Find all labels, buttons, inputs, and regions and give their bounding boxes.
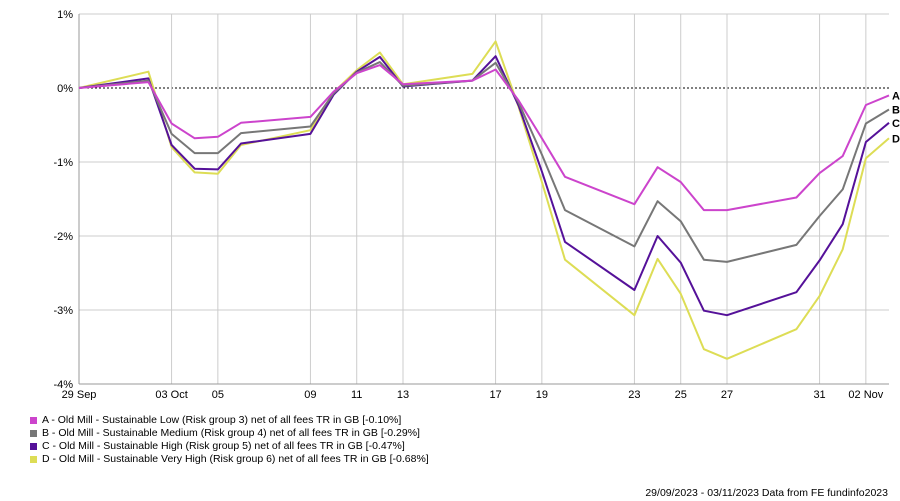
y-tick-label: -4% (53, 379, 73, 391)
series-line-a (78, 64, 890, 212)
series-lines (78, 40, 890, 360)
x-tick-label: 25 (675, 389, 687, 400)
series-end-label-d: D (892, 133, 900, 145)
y-tick-label: 1% (57, 9, 73, 21)
legend-item-a: A - Old Mill - Sustainable Low (Risk gro… (30, 414, 429, 426)
x-tick-label: 19 (536, 389, 548, 400)
legend-label-d: D - Old Mill - Sustainable Very High (Ri… (42, 453, 429, 465)
series-line-d (78, 40, 890, 360)
series-end-label-a: A (892, 90, 900, 102)
series-line-c (78, 55, 890, 317)
x-tick-label: 29 Sep (62, 389, 97, 400)
series-end-label-b: B (892, 104, 900, 116)
legend: A - Old Mill - Sustainable Low (Risk gro… (30, 414, 429, 466)
x-tick-label: 05 (212, 389, 224, 400)
y-tick-label: -3% (53, 305, 73, 317)
x-tick-label: 11 (351, 389, 362, 400)
x-tick-label: 13 (397, 389, 409, 400)
x-tick-label: 17 (489, 389, 501, 400)
y-tick-label: -2% (53, 231, 73, 243)
legend-label-c: C - Old Mill - Sustainable High (Risk gr… (42, 440, 405, 452)
y-tick-label: -1% (53, 157, 73, 169)
axes (78, 14, 889, 385)
legend-item-d: D - Old Mill - Sustainable Very High (Ri… (30, 453, 429, 465)
series-end-label-c: C (892, 118, 900, 130)
y-tick-label: 0% (57, 83, 73, 95)
series-line-b (78, 61, 890, 263)
tick-labels: 1% 0% -1% -2% -3% -4%29 Sep 03 Oct 05 09 11 13 17 19… (53, 9, 900, 400)
x-tick-label: 03 Oct (155, 389, 187, 400)
legend-swatch-b (30, 429, 37, 437)
legend-item-c: C - Old Mill - Sustainable High (Risk gr… (30, 440, 429, 452)
legend-swatch-a (30, 416, 37, 424)
legend-swatch-c (30, 442, 37, 450)
x-tick-label: 31 (813, 389, 825, 400)
x-tick-label: 27 (721, 389, 733, 400)
source-footer: 29/09/2023 - 03/11/2023 Data from FE fun… (645, 487, 888, 499)
legend-swatch-d (30, 455, 37, 463)
line-chart: 1% 0% -1% -2% -3% -4%29 Sep 03 Oct 05 09 11 13 17 19… (53, 9, 900, 400)
x-tick-label: 23 (628, 389, 640, 400)
x-tick-label: 02 Nov (848, 389, 883, 400)
legend-item-b: B - Old Mill - Sustainable Medium (Risk … (30, 427, 429, 439)
x-tick-label: 09 (304, 389, 316, 400)
legend-label-a: A - Old Mill - Sustainable Low (Risk gro… (42, 414, 402, 426)
legend-label-b: B - Old Mill - Sustainable Medium (Risk … (42, 427, 420, 439)
